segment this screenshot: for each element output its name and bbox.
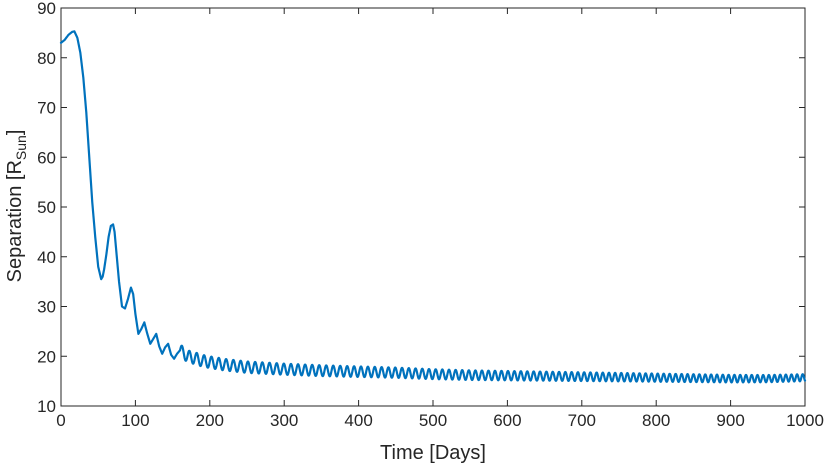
x-tick-label: 1000 [786, 411, 824, 430]
y-axis-ticks: 10 20 30 40 50 60 70 80 90 [37, 0, 805, 416]
x-tick-label: 700 [568, 411, 596, 430]
x-tick-label: 500 [419, 411, 447, 430]
x-tick-label: 900 [716, 411, 744, 430]
x-tick-label: 400 [344, 411, 372, 430]
x-tick-label: 600 [493, 411, 521, 430]
x-tick-label: 300 [270, 411, 298, 430]
x-tick-label: 100 [121, 411, 149, 430]
x-tick-label: 800 [642, 411, 670, 430]
y-tick-label: 50 [37, 198, 56, 217]
x-tick-label: 200 [196, 411, 224, 430]
x-axis-ticks: 0 100 200 300 400 500 600 700 800 900 1000 [56, 8, 824, 430]
y-tick-label: 70 [37, 99, 56, 118]
y-tick-label: 80 [37, 49, 56, 68]
y-axis-label-text: Separation [R [4, 160, 26, 282]
y-tick-label: 10 [37, 397, 56, 416]
y-tick-label: 20 [37, 347, 56, 366]
plot-area [60, 7, 806, 407]
y-tick-label: 90 [37, 0, 56, 18]
y-axis-label-subscript: Sun [13, 135, 29, 160]
y-axis-label-suffix: ] [4, 130, 26, 136]
separation-line [59, 30, 807, 384]
y-tick-label: 40 [37, 248, 56, 267]
x-tick-label: 0 [56, 411, 65, 430]
y-tick-label: 30 [37, 298, 56, 317]
y-tick-label: 60 [37, 148, 56, 167]
y-axis-label: Separation [RSun] [4, 130, 29, 283]
x-axis-label: Time [Days] [380, 442, 486, 464]
